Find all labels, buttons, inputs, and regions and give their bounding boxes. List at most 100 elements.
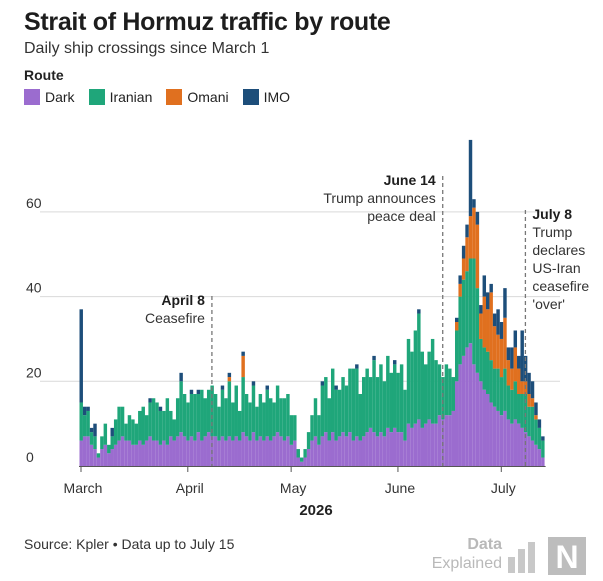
source-note: Source: Kpler • Data up to July 15 [24, 536, 235, 552]
bar-dark [110, 449, 114, 466]
bar-dark [299, 461, 304, 466]
bar-dark [420, 427, 425, 466]
bar-dark [337, 436, 342, 466]
bar-dark [406, 423, 411, 466]
bar-iranian [430, 338, 435, 424]
annotation-text: US-Iran [532, 260, 580, 276]
bar-dark [382, 436, 387, 466]
x-axis-title: 2026 [299, 502, 332, 519]
bar-dark [486, 394, 490, 466]
annotation-text: declares [532, 242, 585, 258]
bar-dark [372, 432, 376, 466]
bar-iranian [241, 377, 245, 433]
legend-label-iranian: Iranian [109, 89, 153, 105]
bar-dark [396, 432, 400, 466]
bar-dark [475, 372, 480, 466]
bar-dark [334, 440, 338, 466]
bar-dark [365, 432, 369, 466]
bar-iranian [434, 360, 438, 424]
bar-iranian [103, 423, 108, 445]
bar-iranian [213, 394, 218, 437]
bar-imo [527, 372, 531, 395]
bar-imo [503, 288, 507, 318]
chart-subtitle: Daily ship crossings since March 1 [24, 40, 270, 57]
bar-dark [282, 440, 287, 466]
bar-iranian [299, 457, 304, 462]
bar-iranian [427, 351, 431, 420]
legend-item-iranian: Iranian [88, 89, 153, 105]
bar-dark [268, 440, 273, 466]
legend-item-omani: Omani [166, 89, 229, 105]
bar-iranian [317, 415, 321, 445]
bar-dark [241, 432, 245, 466]
bar-iranian [386, 355, 390, 428]
bar-omani [496, 334, 500, 369]
bar-dark [468, 343, 473, 466]
bar-dark [134, 444, 139, 466]
bar-omani [527, 394, 531, 407]
bar-dark [158, 444, 163, 466]
bar-dark [492, 406, 497, 466]
bar-iranian [227, 381, 232, 437]
bar-dark [100, 449, 104, 466]
bar-dark [248, 440, 252, 466]
bar-dark [175, 436, 180, 466]
bar-imo [227, 372, 232, 378]
bar-dark [275, 432, 280, 466]
bar-dark [506, 419, 511, 466]
x-tick-label: March [64, 480, 103, 496]
bar-iranian [441, 377, 445, 420]
bar-iranian [124, 423, 128, 441]
bar-dark [424, 423, 428, 466]
bar-iranian [448, 368, 452, 416]
bar-dark [182, 436, 187, 466]
bar-dark [403, 440, 407, 466]
bar-omani [227, 377, 232, 382]
bar-dark [127, 440, 132, 466]
y-tick-label: 60 [26, 195, 42, 211]
bar-iranian [458, 296, 462, 365]
bar-iranian [248, 402, 252, 441]
bar-iranian [482, 347, 487, 390]
bar-imo [468, 139, 473, 217]
bar-iranian [82, 415, 87, 437]
bar-dark [313, 436, 318, 466]
bar-iranian [172, 419, 176, 441]
bar-imo [472, 199, 476, 208]
bar-dark [465, 347, 469, 466]
bar-imo [513, 330, 518, 348]
bar-dark [386, 427, 390, 466]
bar-iranian [117, 406, 121, 441]
legend-swatch-imo [242, 89, 259, 105]
bar-iranian [282, 398, 287, 441]
bar-iranian [465, 271, 469, 348]
bar-iranian [479, 338, 483, 382]
bar-omani [455, 322, 459, 331]
bar-iranian [86, 410, 90, 437]
legend: Dark Iranian Omani IMO [24, 89, 304, 105]
bar-iranian [134, 423, 139, 445]
x-tick-label: June [385, 480, 416, 496]
bar-dark [79, 440, 83, 466]
bar-dark [186, 440, 190, 466]
bar-iranian [224, 398, 228, 441]
bar-iranian [413, 330, 418, 424]
bar-iranian [293, 415, 297, 441]
bar-dark [358, 440, 362, 466]
logo-text-data: Data [467, 536, 502, 553]
bar-iranian [492, 368, 497, 407]
bar-iranian [196, 394, 201, 433]
bar-dark [330, 432, 335, 466]
bar-imo [486, 292, 490, 310]
bar-imo [196, 389, 201, 395]
bar-imo [179, 372, 183, 382]
bar-dark [348, 432, 352, 466]
bar-dark [413, 423, 418, 466]
bar-dark [472, 364, 476, 466]
bar-imo [265, 385, 269, 390]
bar-imo [82, 406, 87, 416]
bar-dark [427, 419, 431, 466]
bar-imo [479, 305, 483, 314]
bar-iranian [327, 398, 331, 441]
bar-iranian [389, 372, 393, 433]
